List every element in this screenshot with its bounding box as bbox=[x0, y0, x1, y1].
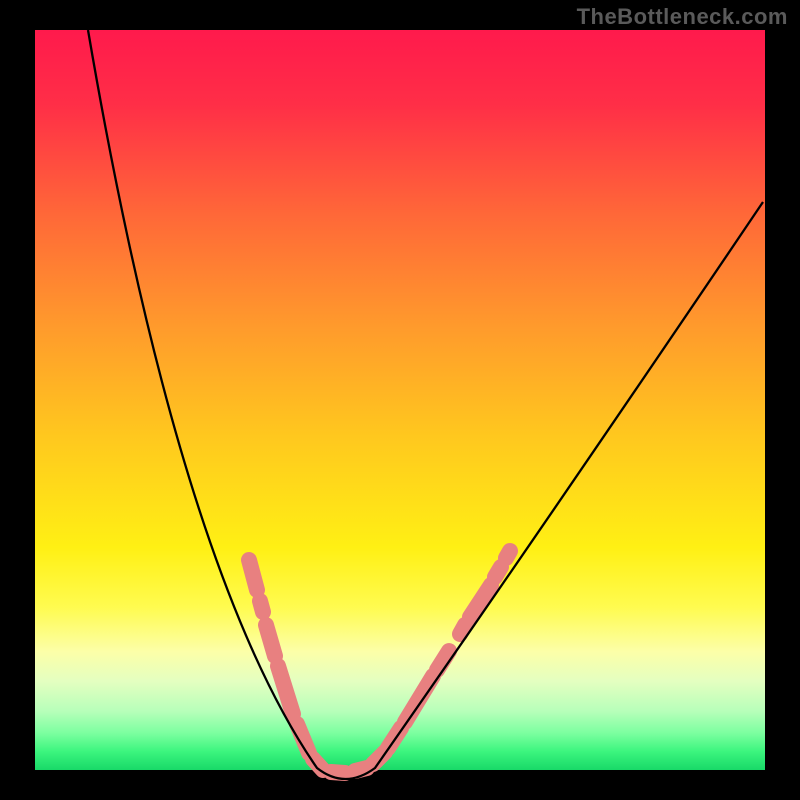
data-marker bbox=[460, 625, 465, 634]
chart-canvas bbox=[0, 0, 800, 800]
data-marker bbox=[266, 625, 275, 656]
data-marker bbox=[260, 601, 263, 612]
chart-root: TheBottleneck.com bbox=[0, 0, 800, 800]
data-marker bbox=[249, 560, 257, 590]
data-marker bbox=[506, 551, 510, 558]
data-marker bbox=[331, 772, 345, 773]
plot-background bbox=[35, 30, 765, 770]
data-marker bbox=[437, 651, 449, 670]
data-marker bbox=[495, 567, 501, 577]
plot-area bbox=[35, 30, 765, 779]
data-marker bbox=[355, 768, 367, 771]
watermark-text: TheBottleneck.com bbox=[577, 4, 788, 30]
